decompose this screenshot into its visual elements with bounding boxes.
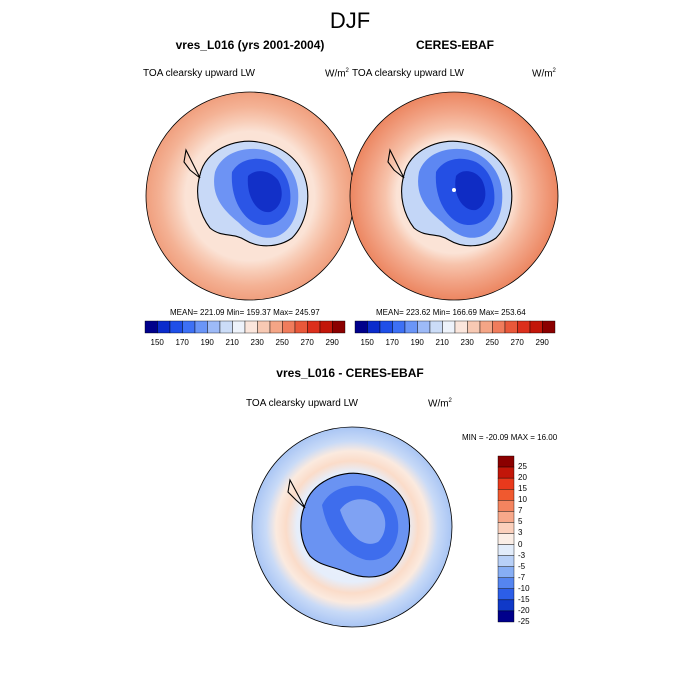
diff-colorbar — [497, 455, 515, 623]
colorbar-box — [517, 320, 531, 334]
colorbar-box — [497, 466, 515, 479]
figure-title: DJF — [329, 8, 371, 33]
colorbar-box — [497, 477, 515, 490]
colorbar-tick-label: 270 — [510, 338, 524, 347]
colorbar-box — [367, 320, 381, 334]
colorbar-tick-label: 150 — [360, 338, 374, 347]
panel-2-variable-label: TOA clearsky upward LW — [352, 68, 464, 79]
colorbar-box — [479, 320, 493, 334]
colorbar-box — [497, 455, 515, 468]
diff-panel-stats: MIN = -20.09 MAX = 16.00 — [462, 433, 558, 442]
colorbar-tick-label: -3 — [518, 550, 526, 560]
diff-panel-title: vres_L016 - CERES-EBAF — [276, 366, 424, 380]
colorbar-box — [182, 320, 196, 334]
colorbar-box — [497, 566, 515, 578]
colorbar-box — [392, 320, 406, 334]
colorbar-box — [282, 320, 296, 334]
colorbar-box — [379, 320, 393, 334]
panel-2-units: W/m2 — [532, 68, 556, 80]
colorbar-box — [497, 533, 515, 545]
colorbar-tick-label: 25 — [518, 462, 527, 472]
colorbar-tick-label: 210 — [225, 338, 239, 347]
colorbar-box — [207, 320, 221, 334]
colorbar-tick-label: 250 — [275, 338, 289, 347]
colorbar-box — [257, 320, 271, 334]
colorbar-tick-label: 230 — [460, 338, 474, 347]
colorbar-box — [542, 320, 556, 334]
colorbar-box — [497, 555, 515, 567]
colorbar-box — [497, 544, 515, 556]
colorbar-box — [467, 320, 481, 334]
colorbar-box — [417, 320, 431, 334]
colorbar-tick-label: -20 — [518, 605, 530, 615]
panel-1-variable-label: TOA clearsky upward LW — [143, 68, 255, 79]
colorbar-tick-label: -5 — [518, 561, 526, 571]
colorbar-box — [497, 599, 515, 612]
colorbar-box — [497, 500, 515, 512]
colorbar-tick-label: 290 — [325, 338, 339, 347]
colorbar-tick-label: 270 — [300, 338, 314, 347]
colorbar-box — [497, 511, 515, 523]
colorbar-tick-label: 5 — [518, 517, 523, 527]
panel-2-title: CERES-EBAF — [415, 38, 494, 52]
colorbar-tick-label: 7 — [518, 506, 523, 516]
colorbar-box — [307, 320, 321, 334]
colorbar-box — [194, 320, 208, 334]
colorbar-box — [319, 320, 333, 334]
colorbar-box — [497, 610, 515, 623]
colorbar-tick-label: 0 — [518, 539, 523, 549]
colorbar-tick-label: 190 — [410, 338, 424, 347]
panel-1-colorbar — [144, 320, 346, 334]
colorbar-tick-label: 3 — [518, 528, 523, 538]
colorbar-box — [244, 320, 258, 334]
colorbar-tick-label: -7 — [518, 572, 526, 582]
colorbar-box — [442, 320, 456, 334]
panel-2-colorbar — [354, 320, 556, 334]
colorbar-box — [529, 320, 543, 334]
panel-1-title: vres_L016 (yrs 2001-2004) — [175, 38, 325, 52]
colorbar-box — [497, 522, 515, 534]
colorbar-box — [219, 320, 233, 334]
colorbar-tick-label: 20 — [518, 473, 527, 483]
colorbar-tick-label: 150 — [150, 338, 164, 347]
colorbar-box — [492, 320, 506, 334]
colorbar-tick-label: 290 — [535, 338, 549, 347]
diff-panel-variable-label: TOA clearsky upward LW — [246, 398, 358, 409]
colorbar-box — [332, 320, 346, 334]
colorbar-tick-label: -10 — [518, 583, 530, 593]
colorbar-box — [144, 320, 158, 334]
panel-1-units: W/m2 — [325, 68, 349, 80]
colorbar-box — [269, 320, 283, 334]
colorbar-tick-label: 250 — [485, 338, 499, 347]
colorbar-tick-label: 170 — [175, 338, 189, 347]
diff-panel-units: W/m2 — [428, 398, 452, 410]
colorbar-box — [504, 320, 518, 334]
colorbar-box — [354, 320, 368, 334]
colorbar-tick-label: 210 — [435, 338, 449, 347]
colorbar-box — [454, 320, 468, 334]
colorbar-tick-label: 10 — [518, 495, 527, 505]
colorbar-tick-label: 230 — [250, 338, 264, 347]
colorbar-box — [497, 577, 515, 589]
colorbar-tick-label: -25 — [518, 617, 530, 626]
colorbar-box — [157, 320, 171, 334]
panel-1-stats: MEAN= 221.09 Min= 159.37 Max= 245.97 — [170, 308, 320, 317]
colorbar-tick-label: 15 — [518, 484, 527, 494]
panel-2-stats: MEAN= 223.62 Min= 166.69 Max= 253.64 — [376, 308, 526, 317]
colorbar-box — [497, 588, 515, 601]
colorbar-tick-label: 190 — [200, 338, 214, 347]
colorbar-box — [169, 320, 183, 334]
colorbar-box — [497, 489, 515, 501]
colorbar-tick-label: -15 — [518, 594, 530, 604]
colorbar-tick-label: 170 — [385, 338, 399, 347]
colorbar-box — [429, 320, 443, 334]
colorbar-box — [294, 320, 308, 334]
colorbar-box — [232, 320, 246, 334]
colorbar-box — [404, 320, 418, 334]
